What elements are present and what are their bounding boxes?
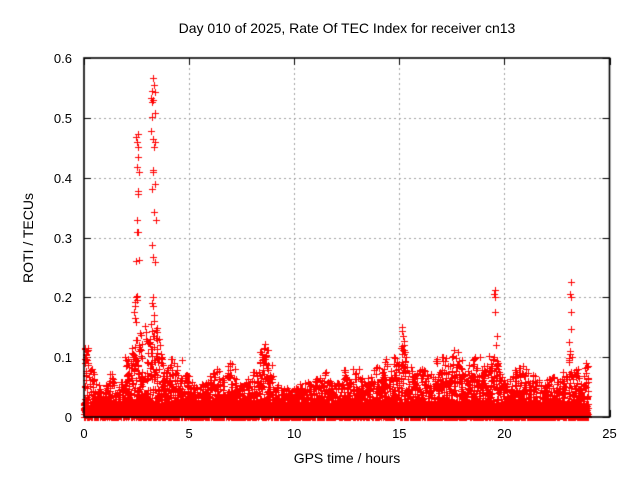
x-axis-label: GPS time / hours xyxy=(293,450,401,466)
y-tick-label: 0 xyxy=(64,410,72,425)
x-tick-label: 25 xyxy=(602,426,617,441)
y-tick-label: 0.5 xyxy=(53,110,72,126)
y-tick-label: 0.1 xyxy=(53,350,72,366)
x-tick-label: 10 xyxy=(286,426,302,441)
y-tick-label: 0.2 xyxy=(53,290,72,306)
y-tick-label: 0.6 xyxy=(53,51,72,66)
x-tick-label: 0 xyxy=(80,426,88,441)
x-tick-label: 20 xyxy=(497,426,512,441)
y-tick-label: 0.4 xyxy=(53,170,72,186)
y-tick-label: 0.3 xyxy=(53,230,72,246)
chart-title: Day 010 of 2025, Rate Of TEC Index for r… xyxy=(178,20,516,36)
x-tick-label: 5 xyxy=(185,426,193,441)
x-tick-label: 15 xyxy=(392,426,407,441)
